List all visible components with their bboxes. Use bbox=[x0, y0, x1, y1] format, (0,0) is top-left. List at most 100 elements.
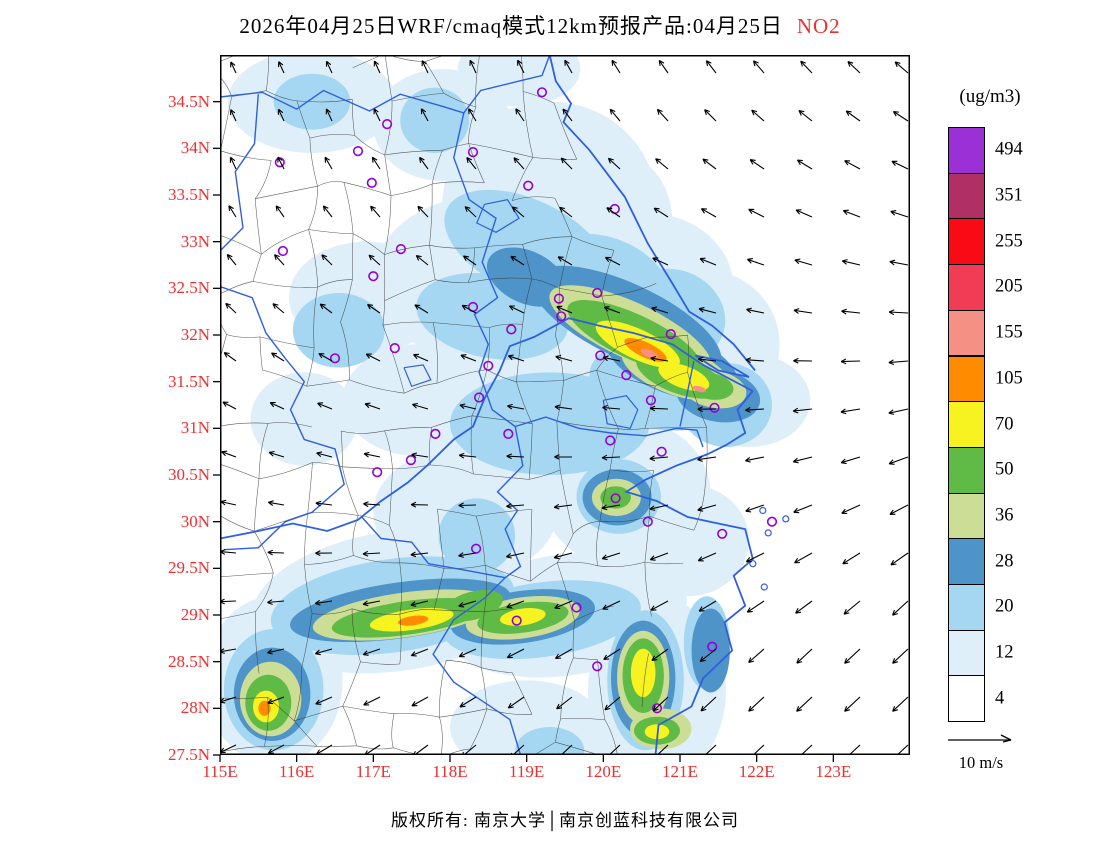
wind-arrow bbox=[363, 451, 381, 458]
wind-arrow bbox=[373, 60, 381, 74]
wind-arrow bbox=[609, 108, 621, 122]
wind-arrow bbox=[413, 353, 429, 362]
wind-arrow bbox=[319, 303, 333, 314]
province-border bbox=[220, 94, 259, 252]
wind-arrow bbox=[889, 259, 909, 266]
wind-arrow bbox=[603, 648, 621, 661]
city-marker bbox=[610, 493, 621, 504]
wind-arrow bbox=[513, 157, 525, 170]
city-marker bbox=[707, 641, 718, 652]
map-content bbox=[220, 55, 909, 755]
wind-arrow bbox=[840, 456, 861, 465]
lon-tick-label: 123E bbox=[815, 762, 852, 781]
wind-arrow bbox=[419, 156, 429, 170]
chart-title: 2026年04月25日WRF/cmaq模式12km预报产品:04月25日 NO2 bbox=[0, 10, 1080, 40]
map-frame bbox=[220, 55, 910, 755]
colorbar-tick-label: 4 bbox=[995, 688, 1005, 709]
wind-arrow bbox=[410, 600, 429, 607]
city-marker bbox=[717, 528, 728, 539]
wind-arrow bbox=[225, 302, 237, 314]
wind-arrow bbox=[793, 504, 813, 514]
wind-arrow bbox=[325, 108, 333, 122]
city-marker bbox=[556, 311, 567, 322]
colorbar-cell bbox=[948, 355, 985, 403]
wind-arrow bbox=[745, 504, 765, 513]
wind-arrow bbox=[510, 255, 525, 266]
city-marker bbox=[621, 370, 632, 381]
wind-arrow bbox=[556, 305, 573, 314]
wind-arrow bbox=[698, 600, 717, 612]
city-marker bbox=[709, 402, 720, 413]
wind-arrow bbox=[463, 255, 477, 266]
wind-arrow bbox=[458, 452, 477, 459]
lat-tick-label: 27.5N bbox=[167, 744, 210, 764]
city-marker bbox=[471, 543, 482, 554]
wind-arrow bbox=[746, 600, 765, 613]
province-border bbox=[453, 112, 516, 428]
wind-arrow bbox=[554, 454, 573, 460]
wind-arrow bbox=[368, 254, 381, 266]
wind-arrow bbox=[649, 504, 669, 511]
wind-arrow bbox=[506, 552, 525, 559]
province-border bbox=[220, 55, 551, 114]
wind-arrow bbox=[230, 109, 237, 122]
wind-arrow bbox=[841, 308, 861, 315]
wind-arrow bbox=[890, 210, 909, 218]
wind-arrow bbox=[650, 600, 669, 611]
wind-arrow bbox=[697, 504, 717, 512]
island-outline bbox=[759, 506, 767, 515]
lon-tick-label: 118E bbox=[432, 762, 468, 781]
city-marker bbox=[474, 392, 485, 403]
wind-arrow bbox=[461, 304, 477, 314]
lat-tick-label: 34N bbox=[180, 138, 210, 158]
wind-arrow bbox=[220, 499, 237, 506]
province-border bbox=[220, 285, 345, 551]
wind-arrow bbox=[842, 209, 861, 218]
wind-arrow bbox=[555, 354, 573, 362]
wind-arrow bbox=[847, 60, 861, 74]
wind-arrow bbox=[658, 59, 669, 74]
wind-arrow bbox=[267, 599, 285, 606]
wind-arrow bbox=[458, 648, 477, 658]
wind-arrow bbox=[362, 550, 381, 557]
wind-arrow bbox=[792, 407, 813, 414]
wind-arrow bbox=[745, 407, 765, 413]
wind-arrow bbox=[607, 157, 621, 170]
colorbar-tick-label: 351 bbox=[995, 185, 1023, 206]
wind-arrow bbox=[562, 108, 573, 122]
wind-arrow bbox=[840, 358, 861, 365]
wind-arrow bbox=[554, 600, 573, 610]
no2-region-20-28 bbox=[486, 247, 567, 307]
wind-arrow bbox=[506, 503, 525, 509]
city-marker bbox=[651, 703, 663, 714]
wind-arrow bbox=[268, 450, 285, 458]
no2-region-50-70 bbox=[630, 648, 656, 698]
colorbar-tick-label: 12 bbox=[995, 642, 1014, 663]
lon-tick-label: 115E bbox=[202, 762, 238, 781]
wind-arrow bbox=[411, 696, 429, 707]
lat-tick-label: 32N bbox=[180, 324, 210, 344]
no2-region-12-20 bbox=[438, 498, 516, 573]
city-marker bbox=[352, 145, 364, 157]
province-border bbox=[361, 516, 522, 755]
wind-arrow bbox=[702, 158, 717, 170]
wind-scale-arrow-icon bbox=[948, 734, 1012, 743]
wind-arrow bbox=[269, 401, 285, 410]
lat-tick-label: 31.5N bbox=[167, 371, 210, 391]
wind-arrow bbox=[841, 259, 861, 266]
province-border bbox=[514, 416, 704, 448]
wind-arrow bbox=[888, 309, 909, 316]
wind-arrow bbox=[845, 744, 861, 755]
colorbar-cell bbox=[948, 401, 985, 448]
wind-arrow bbox=[367, 303, 381, 314]
city-marker bbox=[592, 287, 603, 299]
lat-tick-label: 33N bbox=[180, 231, 210, 251]
wind-arrow bbox=[698, 307, 717, 314]
colorbar-cell bbox=[948, 127, 985, 174]
lat-tick-label: 30N bbox=[180, 511, 210, 531]
city-marker bbox=[274, 157, 285, 168]
wind-arrow bbox=[796, 648, 813, 664]
wind-arrow bbox=[515, 108, 525, 122]
city-marker bbox=[277, 245, 289, 257]
wind-arrow bbox=[373, 108, 381, 122]
